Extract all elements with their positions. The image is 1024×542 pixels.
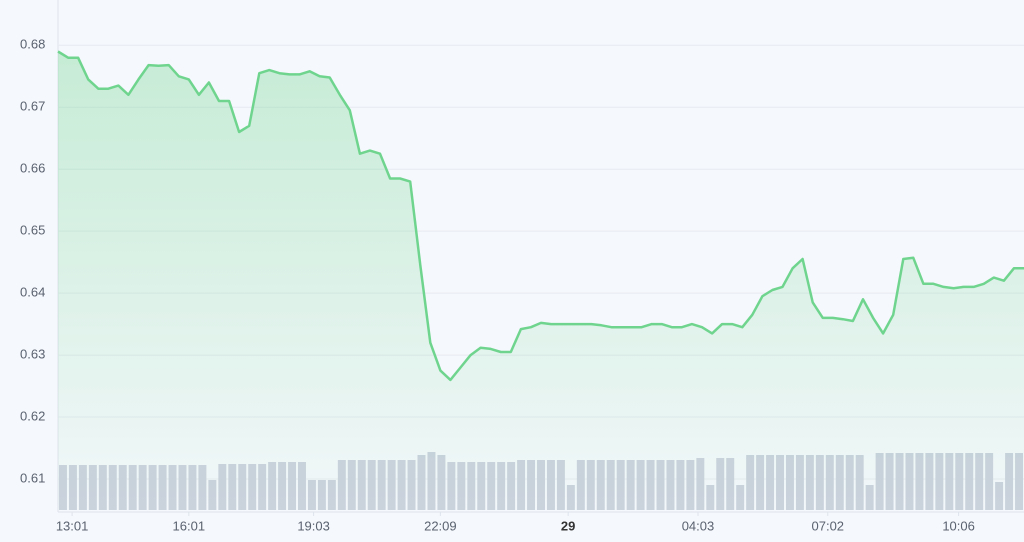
y-tick-label: 0.67 — [20, 99, 45, 114]
x-tick-label: 16:01 — [173, 518, 206, 533]
x-tick-label: 04:03 — [682, 518, 715, 533]
x-tick-label: 19:03 — [297, 518, 330, 533]
x-tick-label: 10:06 — [942, 518, 975, 533]
price-area — [58, 51, 1024, 510]
y-tick-label: 0.68 — [20, 37, 45, 52]
y-tick-label: 0.64 — [20, 285, 45, 300]
x-tick-label: 22:09 — [424, 518, 457, 533]
y-tick-label: 0.62 — [20, 408, 45, 423]
y-tick-label: 0.65 — [20, 223, 45, 238]
x-tick-label: 29 — [561, 518, 575, 533]
y-tick-label: 0.61 — [20, 470, 45, 485]
price-line — [57, 50, 1024, 382]
y-tick-label: 0.66 — [20, 161, 45, 176]
x-tick-label: 07:02 — [812, 518, 845, 533]
x-tick-label: 13:01 — [56, 518, 89, 533]
y-tick-label: 0.63 — [20, 347, 45, 362]
